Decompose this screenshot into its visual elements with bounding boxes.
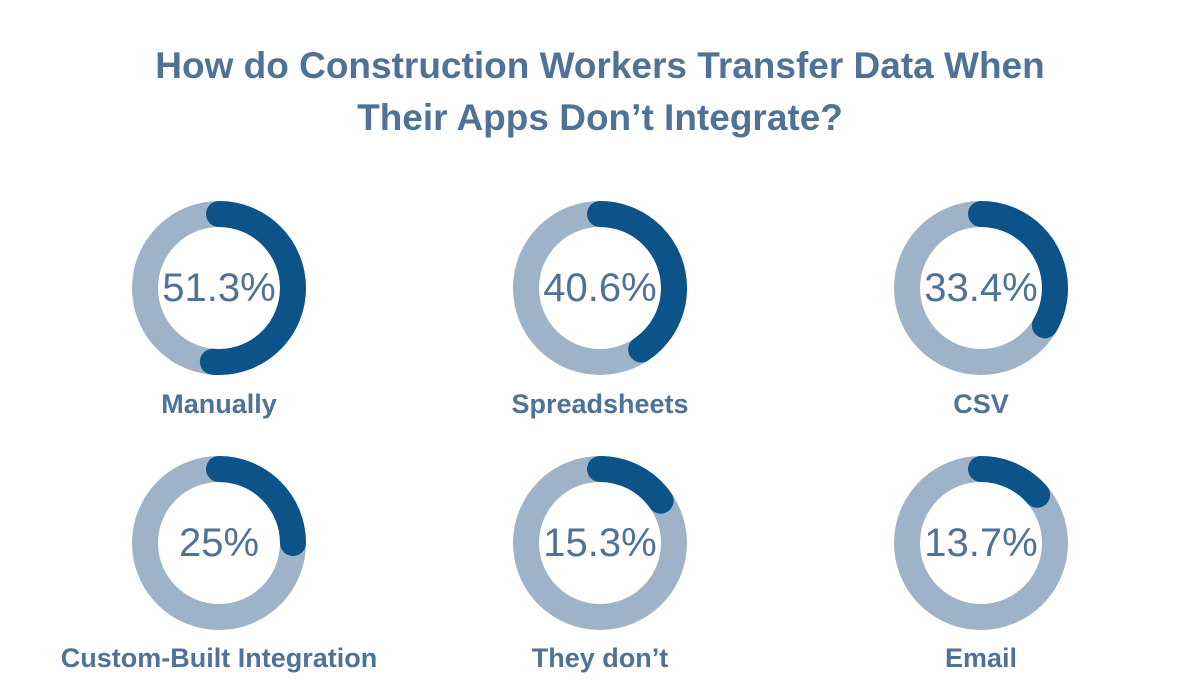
donut-email: 13.7% — [886, 448, 1076, 638]
donut-svg-csv — [894, 201, 1068, 375]
donut-svg-they-dont — [513, 456, 687, 630]
donut-label-manually: Manually — [161, 389, 277, 419]
chart-title: How do Construction Workers Transfer Dat… — [0, 40, 1200, 144]
donut-arc-csv — [894, 201, 1068, 375]
donut-value-custom-built-integration: 25% — [178, 521, 260, 565]
chart-title-line-2: Their Apps Don’t Integrate? — [357, 97, 843, 138]
donut-label-email: Email — [944, 643, 1018, 673]
donut-value-spreadsheets: 40.6% — [543, 266, 657, 310]
donut-custom-built-integration: 25% — [124, 448, 314, 638]
donut-value-manually: 51.3% — [162, 266, 276, 310]
donut-label-spreadsheets: Spreadsheets — [511, 389, 689, 419]
donut-svg-email — [894, 456, 1068, 630]
donut-arc-manually — [132, 201, 306, 375]
chart-title-line-1: How do Construction Workers Transfer Dat… — [155, 45, 1045, 86]
donut-manually: 51.3% — [124, 193, 314, 383]
donut-arc-custom-built-integration — [132, 456, 306, 630]
donut-svg-spreadsheets — [513, 201, 687, 375]
donut-value-email: 13.7% — [924, 521, 1038, 565]
donut-arc-email — [894, 456, 1068, 630]
donut-svg-custom-built-integration — [132, 456, 306, 630]
donut-csv: 33.4% — [886, 193, 1076, 383]
donut-spreadsheets: 40.6% — [505, 193, 695, 383]
donut-value-they-dont: 15.3% — [543, 521, 657, 565]
donut-arc-they-dont — [513, 456, 687, 630]
donut-svg-manually — [132, 201, 306, 375]
donut-arc-spreadsheets — [513, 201, 687, 375]
donut-label-they-dont: They don’t — [531, 643, 669, 673]
donut-label-custom-built-integration: Custom-Built Integration — [60, 643, 378, 673]
donut-label-csv: CSV — [953, 389, 1009, 419]
donut-value-csv: 33.4% — [924, 266, 1038, 310]
donut-they-dont: 15.3% — [505, 448, 695, 638]
